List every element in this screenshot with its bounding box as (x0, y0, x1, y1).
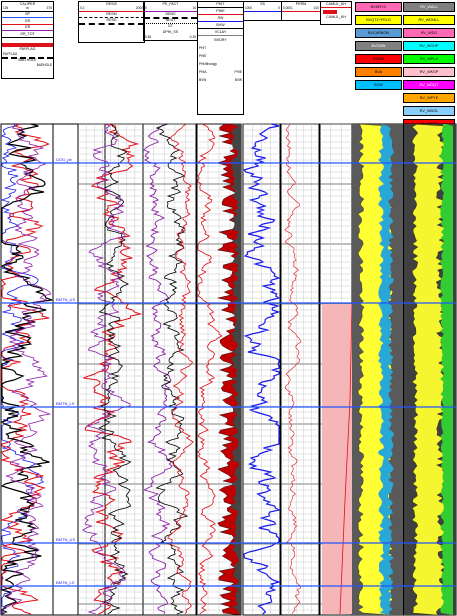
neut-title: NEUT (165, 18, 176, 22)
resd-title: RESD (106, 18, 117, 22)
depth-column (52, 123, 79, 616)
grtot-curve (0, 123, 53, 615)
bvw2-title: BVW (199, 78, 207, 82)
payflag-title: PAYFLAG (19, 47, 36, 51)
lith-legend-item-2: BVCARBON (355, 28, 402, 38)
mineral-legend-item-8: RV_WDOL (403, 106, 455, 116)
top-label-2: BMTN_LS (56, 401, 75, 406)
bvw-fill (197, 124, 241, 615)
header-track2: RESIS 0.2 2000 RESM RESD (78, 1, 145, 43)
top-label-0: DOG_pb (56, 157, 72, 162)
cumul-kh2-title: CUMUL_KH (326, 15, 346, 19)
mineral-plag (440, 124, 453, 615)
badhole2-title: BADHOLE (36, 63, 52, 67)
gr-extra-curve (1, 123, 52, 615)
phie2-title: PHIE (199, 54, 207, 58)
pe-fact-hi: 10 (192, 6, 196, 10)
phit-fill (197, 123, 242, 616)
mineral-legend-item-7: RV_WPYE (403, 93, 455, 103)
grtot-title: GR_TOT (20, 32, 35, 36)
phit-title: PHIT (216, 2, 225, 6)
badhole-title: BAD HOLE (18, 58, 37, 62)
header-track3: PE_FACT 0 10 DENS NEUT DT DPHI_SS 0.45 -… (143, 1, 198, 41)
perm-title: PERM (295, 2, 307, 6)
phie-title: PHIE (216, 9, 225, 13)
dens-title: DENS (165, 12, 176, 16)
log-track-6 (280, 123, 320, 616)
header-track4: PHIT PHIE SW BVW VCLAY BVDRY PHIT PHIE P… (197, 1, 244, 115)
resist-curve (81, 123, 131, 615)
dphi-hi: -0.15 (188, 35, 196, 39)
lith-legend-item-1: BVQTZ+FELD (355, 15, 402, 25)
phit2-title: PHIT (199, 46, 207, 50)
lith-legend-item-4: BVWA (355, 54, 402, 64)
dphi-curve (167, 123, 194, 615)
log-track-3 (142, 123, 197, 616)
lith-legend-item-3: BVCBW (355, 41, 402, 51)
mineral-legend-item-4: RV_WPLA (403, 54, 455, 64)
bvw-title: BVW (216, 23, 225, 27)
mineral-legend-item-2: RV_WDG (403, 28, 455, 38)
dens-curve (155, 123, 189, 615)
resist-lo: 0.2 (80, 6, 85, 10)
gr-title: GR (24, 19, 31, 23)
gr-extra-title: GR (24, 25, 31, 29)
gr-curve (0, 123, 50, 615)
top-label-3: BMTN_US (56, 537, 76, 542)
perm-lo: 0.0001 (283, 6, 293, 10)
ss-curve (243, 123, 282, 615)
resist-hi: 2000 (135, 6, 143, 10)
pe-fact-lo: 0 (145, 6, 147, 10)
vclay-title: VCLAY (214, 30, 227, 34)
sw-title: SW (217, 16, 224, 20)
mineral-legend-item-5: RV_WKSP (403, 67, 455, 77)
resd-curve (98, 123, 132, 615)
top-label-1: BMTN_US (56, 297, 76, 302)
caliper-lo: 125 (3, 6, 9, 10)
caliper-hi: 375 (46, 6, 52, 10)
lith-legend-item-6: BVW (355, 80, 402, 90)
perm-hi: 100 (313, 6, 319, 10)
phie3-title: PHIE (234, 70, 242, 74)
resist-title: RESIS (106, 2, 117, 6)
sp-title: SP (25, 12, 30, 16)
resm-title: RESM (106, 12, 117, 16)
lith-water (378, 124, 394, 615)
lith-legend-item-5: BVA (355, 67, 402, 77)
caliper-unit: in (26, 6, 29, 10)
dphi-lo: 0.45 (145, 35, 152, 39)
payflag2-title: PAYFLAG (3, 52, 18, 56)
perm-curve (284, 123, 302, 615)
header-track7: CUMUL_KH CUMUL_KH (320, 1, 352, 25)
mineral-legend-item-6: RV_WDQT (403, 80, 455, 90)
bvw2-title-r: BVW (234, 78, 242, 82)
phi-lith-title: PHI/lithology (199, 62, 217, 66)
ss-hi: 0 (278, 6, 280, 10)
cumul-kh-title: CUMUL_KH (326, 2, 346, 6)
phia-title: PHIA (199, 70, 207, 74)
caliper-title: CALIPER (19, 2, 36, 6)
mineral-legend-item-1: RV_WDMLL (403, 15, 455, 25)
pay-zone (322, 304, 352, 614)
bvdry-title: BVDRY (214, 38, 227, 42)
dphi-title: DPHI_SS (162, 30, 179, 34)
resm-curve (83, 123, 143, 615)
mineral-quartz (411, 123, 449, 616)
dt-title: DT (168, 24, 173, 28)
log-track-1 (77, 123, 106, 616)
mineral-legend-item-0: RV_WALL (403, 2, 455, 12)
top-label-4: BMTN_LS (56, 580, 75, 585)
pe-curve (143, 123, 173, 615)
cumul-kh-curve (339, 303, 353, 615)
payflag-bar (2, 43, 53, 47)
ss-title: SS (260, 2, 265, 6)
sw-curve (197, 123, 223, 615)
lith-legend-item-0: BVDRYC (355, 2, 402, 12)
pe-fact-title: PE_FACT (162, 2, 179, 6)
header-track1: CALIPER 125 in 375 SP GR GR GR_TOT PAYFL… (1, 1, 54, 79)
ss-lo: 1000 (245, 6, 253, 10)
mineral-legend-item-3: RV_WCHP (403, 41, 455, 51)
